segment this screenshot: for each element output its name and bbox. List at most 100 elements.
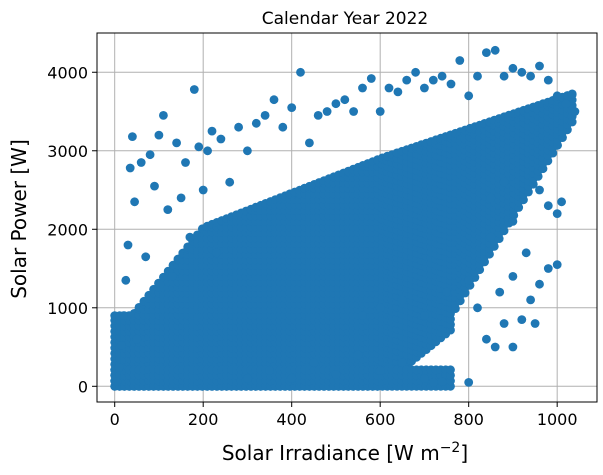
scatter-point — [552, 91, 562, 101]
scatter-point — [181, 158, 190, 167]
chart-title: Calendar Year 2022 — [262, 9, 429, 29]
scatter-point — [358, 311, 367, 320]
scatter-point — [464, 275, 474, 285]
scatter-point — [437, 71, 447, 81]
scatter-point — [517, 67, 527, 77]
scatter-point — [154, 130, 164, 140]
scatter-point — [442, 287, 451, 297]
scatter-point — [331, 99, 341, 109]
x-tick-label: 800 — [453, 410, 484, 429]
scatter-point — [552, 209, 562, 219]
scatter-point — [309, 358, 319, 368]
scatter-point — [397, 295, 407, 305]
scatter-points — [110, 45, 580, 391]
scatter-point — [482, 334, 491, 344]
x-tick-label: 600 — [365, 410, 396, 429]
scatter-point — [322, 107, 332, 116]
scatter-point — [150, 181, 159, 191]
scatter-point — [366, 74, 376, 83]
x-tick-label: 400 — [276, 410, 307, 429]
y-tick-label: 0 — [78, 377, 88, 396]
y-tick-label: 4000 — [47, 63, 88, 82]
scatter-point — [189, 85, 199, 94]
scatter-point — [490, 45, 500, 55]
scatter-point — [486, 193, 496, 203]
scatter-point — [313, 111, 323, 120]
scatter-point — [185, 232, 195, 242]
scatter-point — [167, 272, 177, 281]
scatter-point — [212, 248, 221, 258]
scatter-point — [486, 232, 496, 242]
x-tick-label: 200 — [188, 410, 219, 429]
scatter-point — [428, 75, 438, 85]
scatter-point — [464, 91, 474, 101]
scatter-point — [172, 138, 182, 148]
scatter-point — [194, 142, 204, 152]
scatter-point — [521, 248, 531, 258]
scatter-point — [557, 197, 566, 207]
scatter-point — [132, 334, 142, 344]
scatter-point — [508, 63, 518, 73]
scatter-point — [526, 295, 535, 305]
scatter-point — [130, 197, 140, 207]
scatter-point — [567, 89, 577, 99]
scatter-point — [296, 67, 305, 77]
scatter-point — [530, 319, 540, 328]
scatter-point — [473, 71, 482, 81]
scatter-point — [482, 48, 491, 57]
scatter-point — [331, 370, 341, 379]
scatter-point — [490, 342, 500, 352]
scatter-point — [251, 118, 261, 128]
scatter-point — [358, 83, 367, 93]
scatter-point — [420, 83, 429, 93]
scatter-point — [225, 177, 235, 187]
scatter-point — [535, 279, 544, 289]
scatter-point — [353, 350, 363, 360]
scatter-point — [495, 287, 505, 297]
scatter-point — [375, 107, 385, 116]
scatter-point — [198, 185, 208, 195]
scatter-point — [159, 111, 168, 120]
scatter-point — [543, 264, 553, 273]
scatter-point — [114, 363, 124, 372]
y-tick-label: 2000 — [47, 220, 88, 239]
scatter-point — [526, 71, 535, 81]
scatter-point — [543, 201, 553, 211]
scatter-point — [508, 342, 518, 352]
scatter-point — [216, 134, 226, 144]
scatter-point — [552, 260, 562, 269]
x-tick-label: 0 — [110, 410, 120, 429]
scatter-point — [508, 217, 518, 226]
scatter-point — [561, 99, 571, 109]
scatter-point — [141, 252, 151, 262]
scatter-point — [397, 358, 407, 368]
scatter-point — [402, 75, 412, 85]
scatter-point — [119, 311, 128, 320]
scatter-point — [269, 95, 279, 105]
scatter-point — [278, 122, 288, 132]
scatter-point — [349, 107, 358, 116]
scatter-point — [121, 275, 131, 285]
scatter-point — [437, 377, 447, 386]
scatter-point — [499, 177, 509, 187]
scatter-point — [499, 319, 509, 328]
scatter-point — [420, 311, 429, 320]
scatter-point — [287, 374, 297, 383]
scatter-point — [473, 303, 482, 313]
scatter-point — [112, 377, 122, 386]
scatter-point — [570, 107, 580, 116]
axes-frame — [96, 32, 598, 403]
scatter-point — [375, 366, 385, 375]
scatter-point — [116, 341, 126, 350]
scatter-point — [287, 103, 297, 112]
x-axis-label: Solar Irradiance [W m−2] — [222, 440, 468, 465]
scatter-point — [535, 185, 544, 195]
scatter-point — [446, 79, 456, 89]
scatter-point — [543, 75, 553, 85]
scatter-point — [375, 303, 385, 313]
y-tick-label: 1000 — [47, 299, 88, 318]
scatter-point — [340, 95, 350, 105]
scatter-point — [446, 365, 455, 375]
x-tick-label: 1000 — [537, 410, 578, 429]
